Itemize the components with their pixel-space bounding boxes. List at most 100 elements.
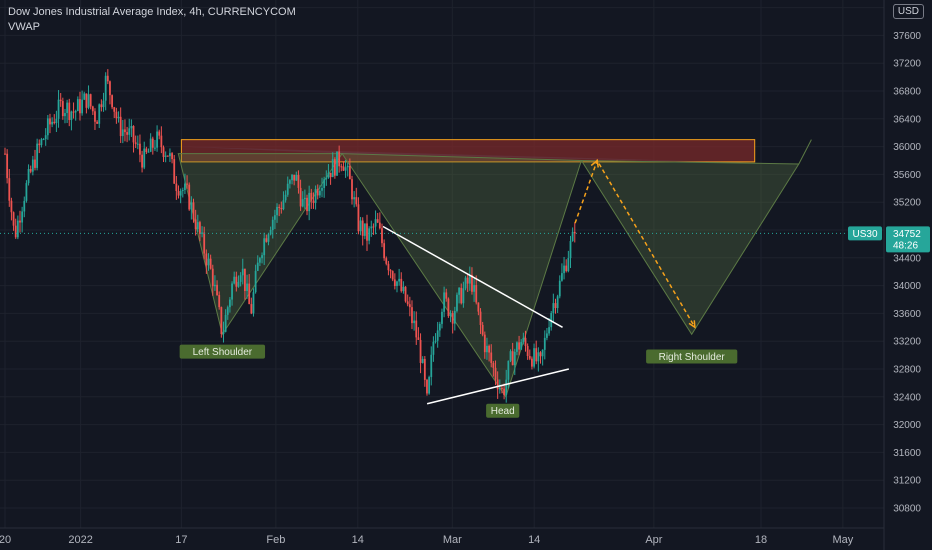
candle-body bbox=[188, 184, 191, 210]
candle-body bbox=[539, 352, 542, 357]
candle-body bbox=[430, 354, 433, 378]
candle-body bbox=[344, 167, 347, 171]
candle-body bbox=[323, 179, 326, 188]
indicator-label[interactable]: VWAP bbox=[8, 21, 40, 33]
candle-body bbox=[404, 286, 407, 302]
candle-body bbox=[393, 279, 396, 286]
candle-body bbox=[378, 222, 381, 229]
candle-body bbox=[355, 197, 358, 205]
candle-body bbox=[211, 268, 214, 287]
candle-body bbox=[496, 379, 499, 390]
candle-body bbox=[383, 243, 386, 259]
x-tick-label: 14 bbox=[352, 534, 364, 546]
y-tick-label: 33200 bbox=[893, 337, 921, 348]
candle-body bbox=[318, 190, 321, 196]
candle-body bbox=[561, 273, 563, 281]
candle-body bbox=[154, 147, 156, 149]
candle-body bbox=[89, 94, 92, 107]
candle-body bbox=[368, 228, 371, 241]
candle-body bbox=[490, 352, 493, 363]
candle-body bbox=[363, 223, 366, 236]
resistance-zone-box bbox=[180, 139, 756, 163]
y-tick-label: 36400 bbox=[893, 114, 921, 125]
candle-body bbox=[483, 334, 486, 353]
candle-body bbox=[286, 183, 289, 195]
candle-body bbox=[511, 351, 514, 366]
candle-body bbox=[102, 100, 105, 108]
candle-body bbox=[537, 352, 540, 362]
candle-body bbox=[462, 288, 465, 304]
candle-body bbox=[297, 174, 300, 188]
candle-body bbox=[224, 314, 227, 332]
candle-body bbox=[434, 340, 437, 342]
candle-body bbox=[8, 178, 11, 201]
candle-body bbox=[226, 307, 229, 315]
y-tick-label: 34000 bbox=[893, 281, 921, 292]
candle-body bbox=[136, 143, 139, 145]
pattern-label-box bbox=[179, 344, 266, 359]
candle-body bbox=[239, 275, 242, 282]
chart-title: Dow Jones Industrial Average Index, 4h, … bbox=[8, 6, 296, 18]
candle-body bbox=[453, 311, 456, 324]
candle-body bbox=[196, 222, 199, 230]
candle-body bbox=[233, 276, 236, 284]
candle-body bbox=[25, 183, 28, 201]
candle-body bbox=[27, 169, 30, 184]
candle-body bbox=[31, 159, 34, 172]
candle-body bbox=[74, 111, 77, 113]
candle-body bbox=[261, 255, 263, 259]
candle-body bbox=[503, 388, 505, 396]
candle-body bbox=[361, 220, 364, 236]
candle-body bbox=[451, 313, 454, 324]
candle-body bbox=[284, 194, 287, 201]
candle-body bbox=[336, 151, 338, 176]
candle-body bbox=[141, 154, 143, 168]
candle-body bbox=[516, 342, 518, 352]
y-tick-label: 37200 bbox=[893, 59, 921, 70]
candle-body bbox=[244, 268, 246, 291]
candle-body bbox=[288, 180, 291, 184]
candle-body bbox=[21, 211, 24, 223]
candle-body bbox=[458, 287, 461, 295]
currency-button[interactable]: USD bbox=[892, 4, 924, 19]
candle-body bbox=[117, 116, 120, 119]
candle-body bbox=[413, 320, 416, 324]
candle-body bbox=[348, 165, 351, 180]
candle-body bbox=[128, 128, 131, 135]
candle-body bbox=[158, 131, 161, 136]
candle-body bbox=[53, 121, 56, 124]
resistance-zone bbox=[180, 139, 756, 163]
candle-body bbox=[426, 379, 428, 394]
candle-body bbox=[149, 138, 152, 152]
candle-body bbox=[419, 339, 422, 363]
candle-body bbox=[278, 206, 281, 208]
price-tag-countdown: 48:26 bbox=[893, 240, 918, 251]
pattern-label: Head bbox=[491, 406, 515, 417]
candle-body bbox=[113, 107, 116, 112]
candle-body bbox=[126, 132, 128, 135]
candle-body bbox=[351, 179, 353, 200]
x-tick-label: 17 bbox=[175, 534, 187, 546]
candle-body bbox=[254, 270, 257, 293]
candle-body bbox=[205, 253, 208, 266]
candle-body bbox=[207, 258, 210, 266]
candle-body bbox=[16, 220, 19, 238]
axes bbox=[0, 0, 885, 550]
candle-body bbox=[72, 111, 75, 113]
x-tick-label: 2022 bbox=[68, 534, 92, 546]
candle-body bbox=[190, 202, 193, 210]
candle-body bbox=[310, 192, 313, 201]
candle-body bbox=[528, 355, 531, 359]
candle-body bbox=[85, 93, 88, 108]
candle-body bbox=[10, 200, 13, 213]
candle-body bbox=[436, 330, 439, 341]
candle-body bbox=[19, 220, 21, 223]
candle-body bbox=[316, 189, 319, 196]
candle-body bbox=[181, 190, 184, 192]
candle-body bbox=[263, 238, 266, 256]
candle-body bbox=[160, 135, 163, 148]
y-tick-label: 31600 bbox=[893, 448, 921, 459]
candle-body bbox=[357, 204, 360, 232]
candle-body bbox=[55, 118, 58, 124]
